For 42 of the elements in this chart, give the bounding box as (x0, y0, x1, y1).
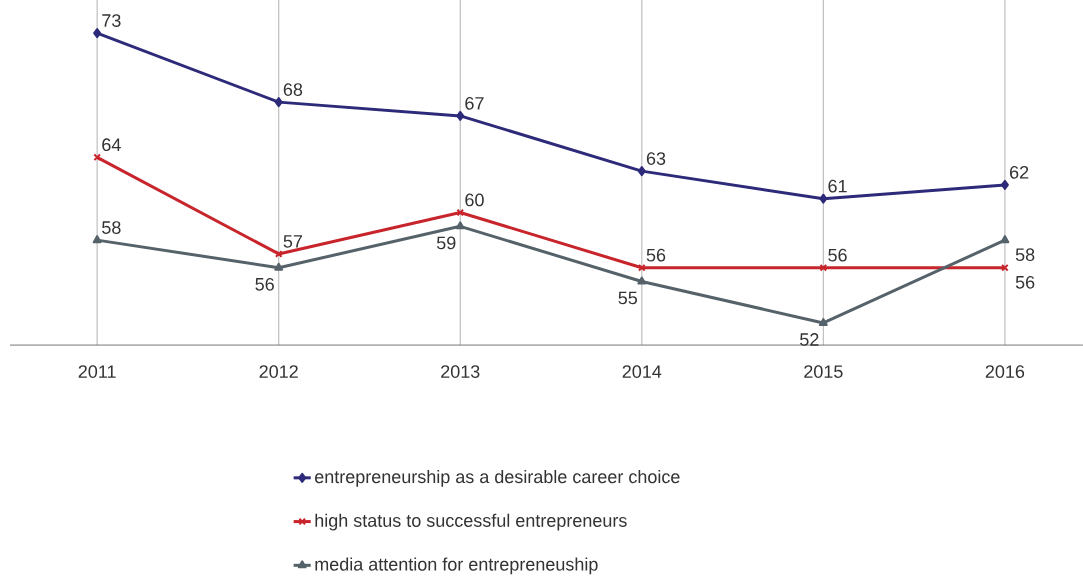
point (1000, 179, 1009, 190)
x-tick-label: 2011 (78, 365, 116, 378)
x-tick-label: 2016 (985, 365, 1025, 378)
data-label: 63 (646, 152, 666, 165)
data-label: 59 (436, 236, 456, 250)
point (455, 221, 465, 230)
data-label: 56 (1015, 275, 1035, 289)
point (1000, 235, 1010, 244)
point (456, 110, 465, 121)
point (637, 166, 646, 177)
data-label: 64 (102, 138, 121, 152)
point (637, 276, 647, 285)
data-label: 56 (828, 248, 847, 262)
data-label: 60 (465, 193, 484, 207)
x-tick-label: 2014 (622, 365, 662, 378)
data-label: 67 (465, 96, 484, 110)
legend-label: high status to successful entrepreneurs (315, 513, 627, 531)
point (818, 317, 828, 326)
x-tick-label: 2012 (259, 365, 298, 378)
point (92, 235, 102, 244)
data-label: 68 (283, 83, 303, 96)
data-label: 61 (828, 179, 847, 193)
x-tick-label: 2013 (441, 365, 480, 378)
data-label: 62 (1010, 165, 1029, 179)
data-label: 52 (800, 333, 819, 346)
point (274, 250, 283, 258)
point (456, 208, 465, 217)
point (274, 262, 284, 271)
point (274, 97, 283, 108)
data-label: 56 (646, 248, 666, 262)
point (93, 28, 102, 39)
x-tick-label: 2015 (804, 365, 843, 378)
point (819, 193, 828, 204)
data-label: 73 (102, 14, 121, 27)
data-label: 58 (102, 221, 121, 234)
legend-label: media attention for entrepreneuship (315, 557, 598, 575)
data-label: 57 (283, 235, 303, 248)
point (819, 263, 828, 272)
legend-label: entrepreneurship as a desirable career choice (315, 469, 680, 487)
data-label: 58 (1015, 248, 1035, 262)
data-label: 56 (255, 277, 274, 291)
data-label: 55 (618, 291, 638, 305)
